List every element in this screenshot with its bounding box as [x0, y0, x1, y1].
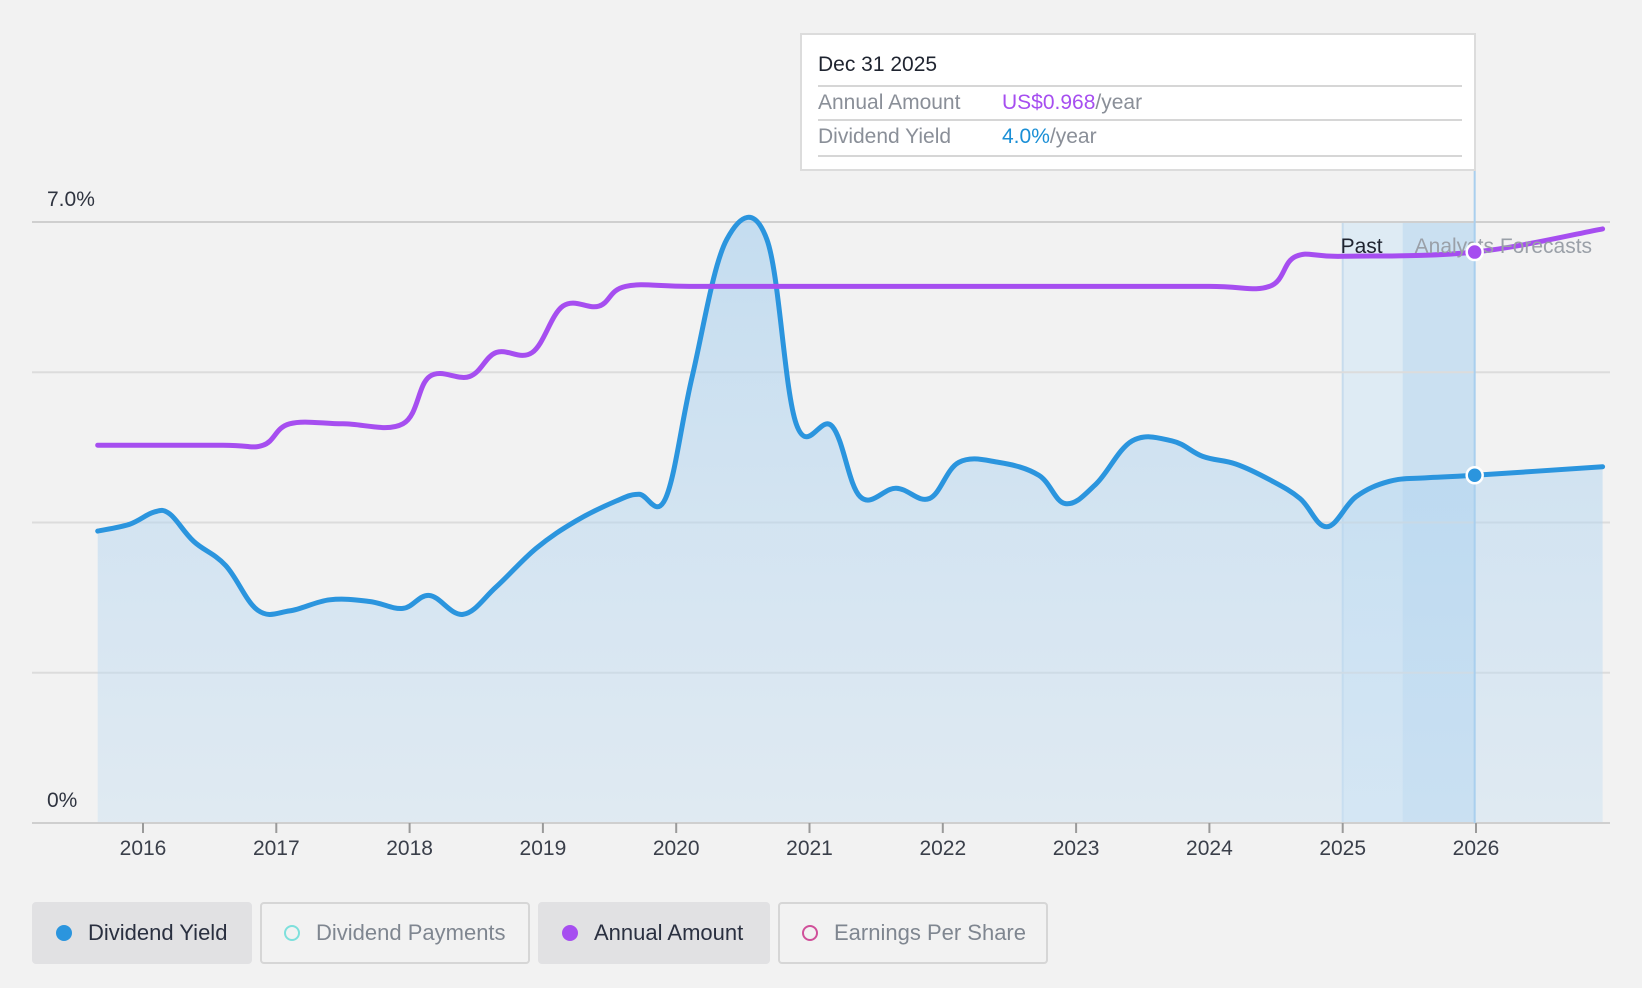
legend-dot-dividend-yield [56, 925, 72, 941]
tooltip-row-dividend-yield: Dividend Yield 4.0%/year [818, 119, 1462, 157]
tooltip-unit: /year [1095, 91, 1143, 114]
legend-label: Dividend Payments [316, 920, 506, 945]
legend-dot-earnings-per-share [802, 925, 818, 941]
legend-dividend-yield[interactable]: Dividend Yield [32, 902, 252, 964]
past-label: Past [1341, 235, 1383, 258]
dividend-yield-line [95, 214, 1606, 617]
tooltip-value-wrap: 4.0%/year [1002, 121, 1097, 153]
series-lines [95, 214, 1606, 617]
legend-label: Earnings Per Share [834, 920, 1026, 945]
y-axis-labels: 7.0% 0% [47, 188, 95, 812]
y-tick-label-bottom: 0% [47, 789, 77, 812]
dividend-yield-area [97, 217, 1603, 824]
legend-earnings-per-share[interactable]: Earnings Per Share [778, 902, 1048, 964]
forecast-label: Analysts Forecasts [1415, 235, 1592, 258]
tooltip-label: Dividend Yield [818, 125, 952, 148]
y-tick-label-top: 7.0% [47, 188, 95, 211]
tooltip-label: Annual Amount [818, 91, 961, 114]
legend-dot-dividend-payments [284, 925, 300, 941]
series-areas [97, 217, 1603, 824]
tooltip-value-wrap: US$0.968/year [1002, 87, 1142, 119]
legend-annual-amount[interactable]: Annual Amount [538, 902, 770, 964]
highlight-markers [1465, 171, 1484, 823]
x-tick-label: 2021 [786, 837, 833, 860]
dividend-yield-highlight-point [1465, 466, 1484, 485]
x-tick-label: 2025 [1319, 837, 1366, 860]
x-tick-label: 2017 [253, 837, 300, 860]
tooltip-unit: /year [1049, 125, 1097, 148]
x-tick-label: 2026 [1453, 837, 1500, 860]
legend-label: Annual Amount [594, 920, 744, 945]
x-tick-label: 2016 [120, 837, 167, 860]
legend-dividend-payments[interactable]: Dividend Payments [260, 902, 530, 964]
x-tick-label: 2022 [919, 837, 966, 860]
tooltip-row-annual-amount: Annual Amount US$0.968/year [818, 85, 1462, 121]
region-labels: Past Analysts Forecasts [1341, 235, 1592, 258]
legend-label: Dividend Yield [88, 920, 228, 945]
annual-amount-line [95, 226, 1606, 450]
annual-amount-highlight-point [1465, 242, 1484, 262]
tooltip: Dec 31 2025 Annual Amount US$0.968/year … [800, 33, 1476, 171]
x-tick-label: 2020 [653, 837, 700, 860]
tooltip-date: Dec 31 2025 [818, 53, 938, 76]
x-tick-label: 2018 [386, 837, 433, 860]
x-axis: 2016 2017 2018 2019 2020 2021 2022 2023 2024 2025… [32, 822, 1610, 860]
legend-dot-annual-amount [562, 925, 578, 941]
tooltip-value: 4.0% [1002, 125, 1050, 148]
x-tick-label: 2024 [1186, 837, 1233, 860]
x-tick-label: 2019 [520, 837, 567, 860]
tooltip-value: US$0.968 [1002, 91, 1096, 114]
x-tick-label: 2023 [1053, 837, 1100, 860]
